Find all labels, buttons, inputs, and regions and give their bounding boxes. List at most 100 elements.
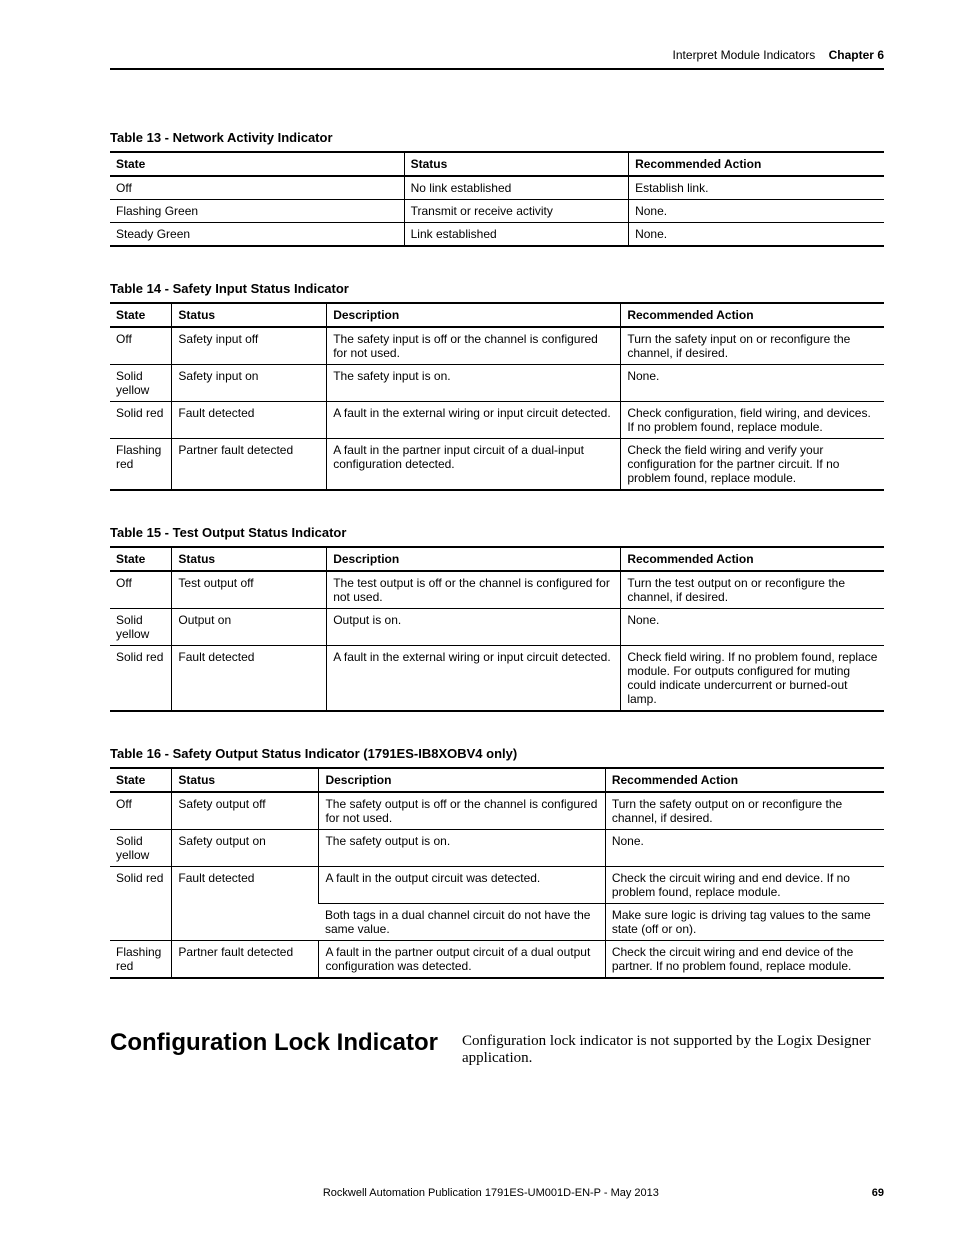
section-body: Configuration lock indicator is not supp… [462,1029,884,1067]
table-cell: A fault in the output circuit was detect… [319,867,605,904]
table-cell: Make sure logic is driving tag values to… [605,904,884,941]
table-cell: Turn the safety output on or reconfigure… [605,792,884,830]
table16: State Status Description Recommended Act… [110,767,884,979]
table-cell: Safety output on [172,830,319,867]
table-cell: Check the field wiring and verify your c… [621,439,884,491]
table-row: OffTest output offThe test output is off… [110,571,884,609]
table-cell: Check the circuit wiring and end device.… [605,867,884,904]
table-cell: Safety input on [172,365,327,402]
table-cell: The safety output is off or the channel … [319,792,605,830]
table-cell: A fault in the partner input circuit of … [327,439,621,491]
table-cell: Off [110,571,172,609]
table-row: Flashing GreenTransmit or receive activi… [110,200,884,223]
table-cell: Solid red [110,402,172,439]
table14-caption: Table 14 - Safety Input Status Indicator [110,281,884,296]
table-cell: Link established [404,223,628,247]
table-header: Description [327,303,621,327]
table-cell: Flashing red [110,439,172,491]
table-cell: Output is on. [327,609,621,646]
table-cell: Establish link. [629,176,884,200]
table-cell: The safety input is on. [327,365,621,402]
table-header: Recommended Action [621,303,884,327]
table-header: Recommended Action [621,547,884,571]
table15: State Status Description Recommended Act… [110,546,884,712]
table-header: State [110,303,172,327]
table13: State Status Recommended Action OffNo li… [110,151,884,247]
table-cell: Turn the test output on or reconfigure t… [621,571,884,609]
table-cell: Off [110,792,172,830]
table-cell: Turn the safety input on or reconfigure … [621,327,884,365]
table-cell: Transmit or receive activity [404,200,628,223]
table-row: Solid yellowSafety output onThe safety o… [110,830,884,867]
breadcrumb: Interpret Module Indicators [673,48,816,62]
running-header: Interpret Module Indicators Chapter 6 [110,48,884,70]
table-cell: Steady Green [110,223,404,247]
table-cell: Solid red [110,867,172,941]
table-cell: Off [110,327,172,365]
table-row: Steady GreenLink establishedNone. [110,223,884,247]
table-cell: Solid yellow [110,609,172,646]
table-cell: Off [110,176,404,200]
table13-caption: Table 13 - Network Activity Indicator [110,130,884,145]
table-cell: Partner fault detected [172,439,327,491]
table-cell: A fault in the external wiring or input … [327,646,621,712]
table-row: OffSafety input offThe safety input is o… [110,327,884,365]
table-header: Status [404,152,628,176]
page-footer: Rockwell Automation Publication 1791ES-U… [110,1187,884,1199]
table-cell: Check the circuit wiring and end device … [605,941,884,979]
table-cell: None. [629,223,884,247]
table-cell: Both tags in a dual channel circuit do n… [319,904,605,941]
table-cell: The safety input is off or the channel i… [327,327,621,365]
publication-ref: Rockwell Automation Publication 1791ES-U… [110,1187,872,1199]
table-cell: Fault detected [172,867,319,941]
table-cell: Flashing Green [110,200,404,223]
table-cell: A fault in the external wiring or input … [327,402,621,439]
table-cell: No link established [404,176,628,200]
table-header: Status [172,768,319,792]
table-header: Status [172,303,327,327]
table-row: Flashing redPartner fault detectedA faul… [110,439,884,491]
table-row: Solid redFault detectedA fault in the ex… [110,402,884,439]
table-header: Recommended Action [629,152,884,176]
table-row: Flashing redPartner fault detectedA faul… [110,941,884,979]
table-header: Description [327,547,621,571]
table-cell: None. [605,830,884,867]
table-cell: None. [621,609,884,646]
page: Interpret Module Indicators Chapter 6 Ta… [0,0,954,1235]
table-cell: The safety output is on. [319,830,605,867]
table-cell: Check configuration, field wiring, and d… [621,402,884,439]
table-row: Solid redFault detectedA fault in the ex… [110,646,884,712]
table-row: OffSafety output offThe safety output is… [110,792,884,830]
table-cell: Safety input off [172,327,327,365]
table-cell: None. [621,365,884,402]
section-title: Configuration Lock Indicator [110,1029,438,1057]
chapter-label: Chapter 6 [829,48,884,62]
table-cell: A fault in the partner output circuit of… [319,941,605,979]
table14: State Status Description Recommended Act… [110,302,884,491]
table-cell: Fault detected [172,402,327,439]
table-header: State [110,152,404,176]
table-row: Solid yellowOutput onOutput is on.None. [110,609,884,646]
table-cell: Output on [172,609,327,646]
table-header: Status [172,547,327,571]
table-header: State [110,547,172,571]
table-cell: Solid red [110,646,172,712]
table-header: Description [319,768,605,792]
table-cell: Flashing red [110,941,172,979]
table-cell: Solid yellow [110,830,172,867]
table-cell: Safety output off [172,792,319,830]
table-row: Solid redFault detectedA fault in the ou… [110,867,884,904]
table-cell: The test output is off or the channel is… [327,571,621,609]
table-cell: Partner fault detected [172,941,319,979]
table-row: Solid yellowSafety input onThe safety in… [110,365,884,402]
table-cell: Solid yellow [110,365,172,402]
table-cell: None. [629,200,884,223]
table15-caption: Table 15 - Test Output Status Indicator [110,525,884,540]
table-cell: Test output off [172,571,327,609]
config-lock-section: Configuration Lock Indicator Configurati… [110,1029,884,1067]
table-header: Recommended Action [605,768,884,792]
table-row: OffNo link establishedEstablish link. [110,176,884,200]
table-cell: Fault detected [172,646,327,712]
table16-caption: Table 16 - Safety Output Status Indicato… [110,746,884,761]
table-header: State [110,768,172,792]
